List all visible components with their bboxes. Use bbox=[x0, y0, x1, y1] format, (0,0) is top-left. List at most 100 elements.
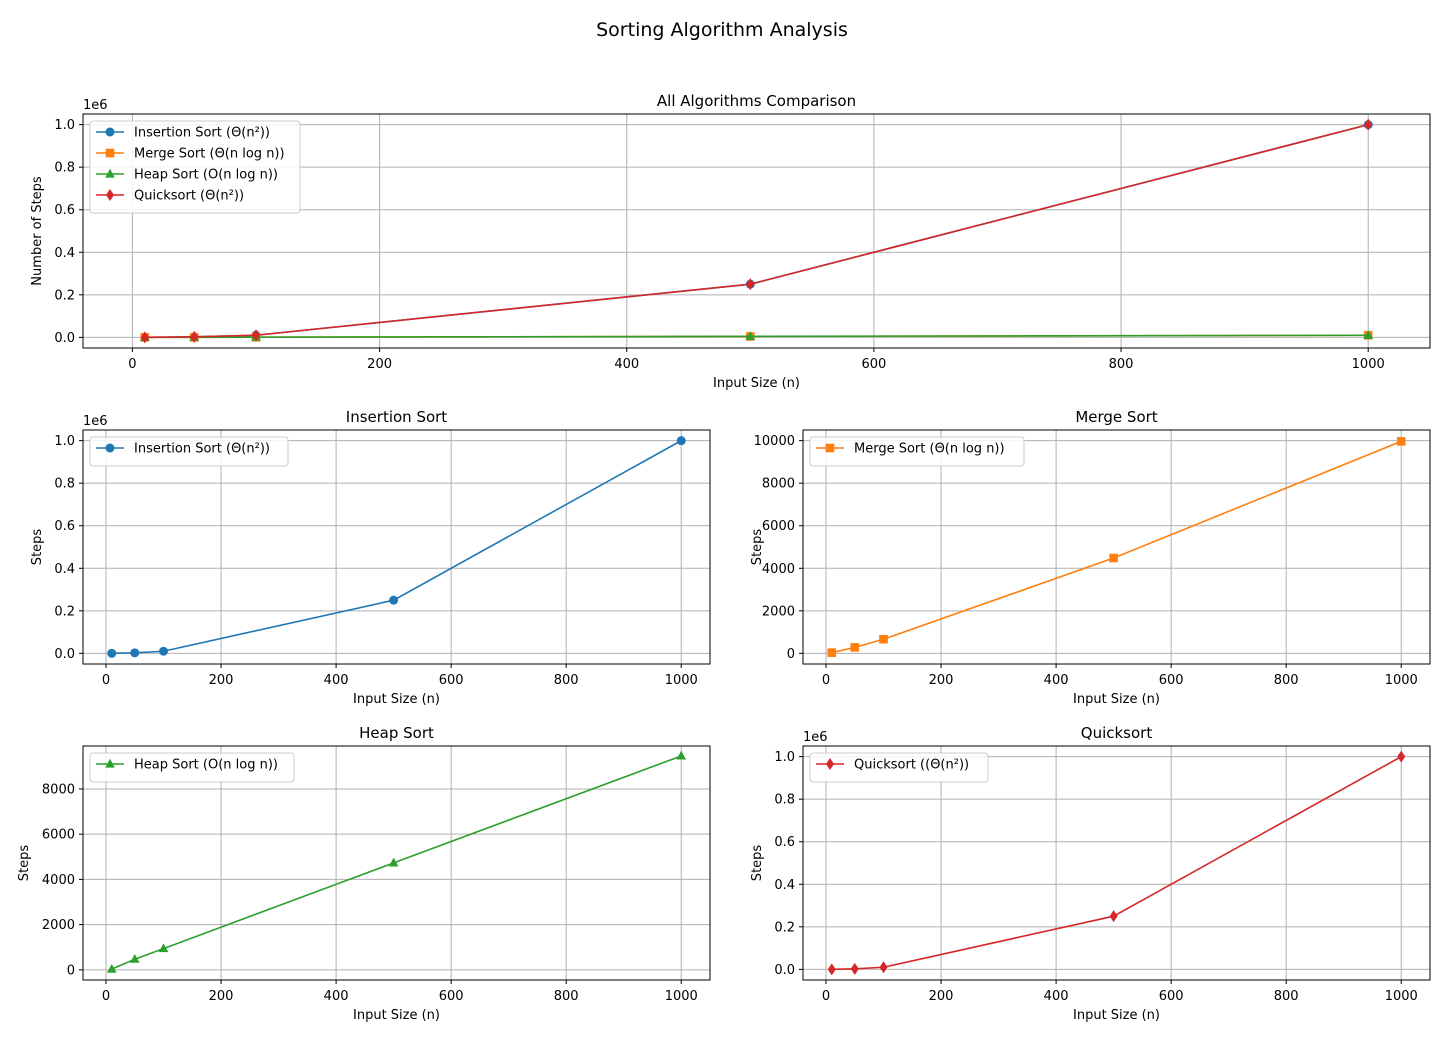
legend-marker bbox=[105, 168, 115, 178]
x-axis-label: Input Size (n) bbox=[713, 376, 800, 391]
data-point bbox=[159, 646, 169, 656]
data-point bbox=[1363, 330, 1374, 339]
y-tick-label: 0 bbox=[67, 963, 75, 978]
data-point bbox=[1109, 910, 1118, 923]
legend-entry: Insertion Sort (Θ(n²)) bbox=[134, 126, 270, 141]
y-tick-label: 0.6 bbox=[54, 519, 75, 534]
data-point bbox=[129, 954, 140, 963]
legend-marker bbox=[106, 189, 114, 201]
data-point bbox=[879, 634, 888, 644]
legend-entry: Merge Sort (Θ(n log n)) bbox=[854, 442, 1005, 457]
x-tick-label: 400 bbox=[1044, 673, 1069, 688]
x-tick-label: 200 bbox=[209, 673, 234, 688]
data-point bbox=[107, 648, 117, 658]
subplot-title: Merge Sort bbox=[1075, 408, 1157, 426]
x-tick-label: 400 bbox=[1044, 989, 1069, 1004]
data-point bbox=[1397, 750, 1406, 763]
y-tick-label: 0.8 bbox=[54, 477, 75, 492]
y-offset-label: 1e6 bbox=[83, 98, 108, 113]
x-tick-label: 200 bbox=[367, 357, 392, 372]
data-point bbox=[106, 963, 117, 973]
y-tick-label: 1.0 bbox=[54, 434, 75, 449]
series-line-1 bbox=[111, 439, 682, 655]
y-tick-label: 0.0 bbox=[54, 331, 75, 346]
x-tick-label: 1000 bbox=[1385, 673, 1418, 688]
subplot-title: Insertion Sort bbox=[346, 408, 448, 426]
series-line-1 bbox=[111, 755, 682, 970]
legend: Quicksort ((Θ(n²)) bbox=[809, 752, 989, 783]
legend: Insertion Sort (Θ(n²)) Merge Sort (Θ(n lo… bbox=[89, 120, 301, 214]
data-point bbox=[1396, 437, 1406, 446]
x-tick-label: 600 bbox=[439, 989, 464, 1004]
legend-marker bbox=[825, 443, 835, 453]
x-tick-label: 0 bbox=[102, 673, 110, 688]
y-axis-label: Steps bbox=[30, 529, 45, 566]
legend-marker bbox=[105, 758, 115, 768]
legend-marker bbox=[105, 443, 115, 453]
y-tick-label: 0.8 bbox=[54, 161, 75, 176]
y-tick-label: 6000 bbox=[42, 828, 75, 843]
plot-frame bbox=[82, 429, 711, 665]
x-tick-label: 800 bbox=[1274, 989, 1299, 1004]
y-axis-label: Steps bbox=[750, 845, 765, 882]
y-tick-label: 0.2 bbox=[54, 604, 75, 619]
subplot-1: 0 200 400 600 800 1000 0.0 0.2 0.4 0.6 0.8 1.0 1e6 Al… bbox=[30, 92, 1431, 391]
y-offset-label: 1e6 bbox=[83, 414, 108, 429]
y-tick-label: 2000 bbox=[42, 918, 75, 933]
x-tick-label: 1000 bbox=[1352, 357, 1385, 372]
legend-frame bbox=[809, 752, 989, 783]
series-line-1 bbox=[831, 440, 1402, 654]
y-offset-label: 1e6 bbox=[803, 730, 828, 745]
subplot-4: 0 200 400 600 800 1000 0 2000 4000 6000 8000 Heap S… bbox=[17, 724, 711, 1023]
subplot-title: Quicksort bbox=[1081, 724, 1153, 742]
y-tick-label: 6000 bbox=[762, 519, 795, 534]
y-tick-label: 0.6 bbox=[54, 203, 75, 218]
y-tick-label: 0.2 bbox=[774, 920, 795, 935]
x-tick-label: 0 bbox=[822, 989, 830, 1004]
x-tick-label: 600 bbox=[1159, 673, 1184, 688]
data-point bbox=[676, 436, 686, 446]
data-point bbox=[746, 278, 755, 291]
legend: Merge Sort (Θ(n log n)) bbox=[809, 436, 1025, 467]
plot-frame bbox=[82, 745, 711, 981]
legend-entry: Insertion Sort (Θ(n²)) bbox=[134, 442, 270, 457]
plot-frame bbox=[82, 113, 1431, 349]
y-tick-label: 0.8 bbox=[774, 793, 795, 808]
legend-entry: Heap Sort (O(n log n)) bbox=[134, 168, 278, 183]
x-tick-label: 0 bbox=[822, 673, 830, 688]
plot-frame bbox=[802, 745, 1431, 981]
y-tick-label: 4000 bbox=[762, 562, 795, 577]
y-tick-label: 0.4 bbox=[774, 878, 795, 893]
x-tick-label: 200 bbox=[929, 673, 954, 688]
legend-entry: Heap Sort (O(n log n)) bbox=[134, 758, 278, 773]
figure-title: Sorting Algorithm Analysis bbox=[596, 19, 848, 41]
legend-marker bbox=[826, 758, 834, 770]
subplot-title: All Algorithms Comparison bbox=[657, 92, 856, 110]
data-point bbox=[1364, 118, 1373, 131]
legend-marker bbox=[105, 127, 115, 137]
x-tick-label: 200 bbox=[929, 989, 954, 1004]
subplot-title: Heap Sort bbox=[359, 724, 434, 742]
x-tick-label: 200 bbox=[209, 989, 234, 1004]
x-tick-label: 1000 bbox=[665, 673, 698, 688]
y-tick-label: 10000 bbox=[754, 434, 795, 449]
y-tick-label: 1.0 bbox=[774, 750, 795, 765]
y-tick-label: 1.0 bbox=[54, 118, 75, 133]
x-tick-label: 800 bbox=[554, 673, 579, 688]
x-tick-label: 800 bbox=[1109, 357, 1134, 372]
legend: Heap Sort (O(n log n)) bbox=[89, 752, 295, 783]
legend-frame bbox=[89, 436, 289, 467]
data-point bbox=[389, 595, 399, 605]
x-tick-label: 1000 bbox=[665, 989, 698, 1004]
y-axis-label: Steps bbox=[17, 845, 32, 882]
y-tick-label: 4000 bbox=[42, 873, 75, 888]
subplot-2: 0 200 400 600 800 1000 0.0 0.2 0.4 0.6 0.8 1.0 1e6 In… bbox=[30, 408, 711, 707]
x-tick-label: 0 bbox=[128, 357, 136, 372]
y-tick-label: 0.4 bbox=[54, 246, 75, 261]
y-tick-label: 0.4 bbox=[54, 562, 75, 577]
data-point bbox=[850, 962, 859, 975]
x-tick-label: 600 bbox=[1159, 989, 1184, 1004]
legend-frame bbox=[89, 120, 301, 214]
data-point bbox=[388, 857, 399, 867]
